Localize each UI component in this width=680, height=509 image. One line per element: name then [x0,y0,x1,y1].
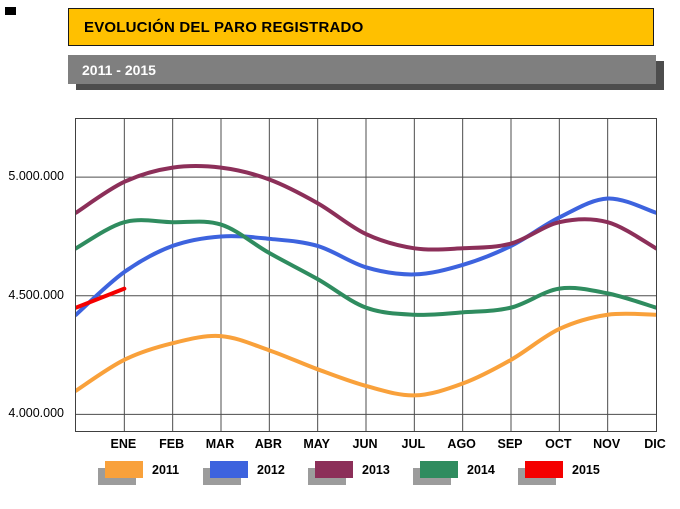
x-axis-label-oct: OCT [545,437,572,451]
legend-label-2014: 2014 [467,462,495,477]
legend-item-2011: 2011 [105,461,179,478]
corner-mark [5,7,16,15]
series-line-2015 [76,286,127,310]
legend-label-2015: 2015 [572,462,600,477]
legend-swatch-2013 [315,461,353,478]
series-line-2013 [76,164,656,252]
x-axis-label-dic: DIC [644,437,666,451]
x-axis-label-jun: JUN [352,437,378,451]
chart-title-bar: EVOLUCIÓN DEL PARO REGISTRADO [68,8,654,46]
x-axis-label-ago: AGO [447,437,476,451]
y-axis-label: 5.000.000 [8,169,64,184]
page-title: EVOLUCIÓN DEL PARO REGISTRADO [84,18,364,36]
line-chart-plot-area [75,118,657,432]
legend-label-2012: 2012 [257,462,285,477]
page-subtitle: 2011 - 2015 [82,61,156,78]
y-axis-label: 4.000.000 [8,406,64,421]
legend-swatch-2015 [525,461,563,478]
legend-swatch-2011 [105,461,143,478]
legend-label-2011: 2011 [152,462,180,477]
y-axis-label: 4.500.000 [8,287,64,302]
chart-subtitle-bar: 2011 - 2015 [68,55,656,84]
x-axis-label-may: MAY [303,437,330,451]
x-axis-label-abr: ABR [254,437,282,451]
x-axis-label-jul: JUL [401,437,426,451]
legend-swatch-2012 [210,461,248,478]
series-line-2014 [76,218,656,317]
legend-item-2013: 2013 [315,461,390,478]
legend-swatch-2014 [420,461,458,478]
x-axis-label-ene: ENE [110,437,137,451]
x-axis-label-mar: MAR [205,437,235,451]
series-line-2012 [76,196,656,317]
legend-item-2012: 2012 [210,461,285,478]
line-chart-svg [76,119,656,431]
legend-item-2015: 2015 [525,461,600,478]
x-axis-label-nov: NOV [593,437,621,451]
legend-label-2013: 2013 [362,462,390,477]
chart-legend: 2011 2012 2013 2014 2015 [75,461,665,503]
x-axis-label-feb: FEB [159,437,185,451]
legend-item-2014: 2014 [420,461,495,478]
series-line-2011 [76,311,656,398]
x-axis-label-sep: SEP [497,437,523,451]
